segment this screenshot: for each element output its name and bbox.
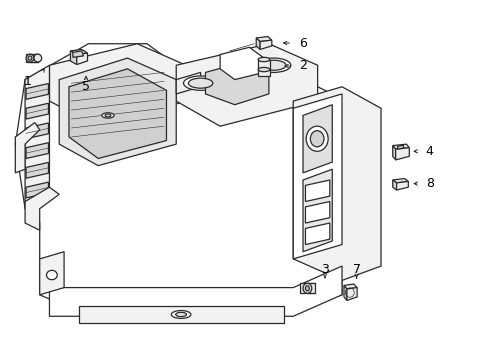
Polygon shape: [305, 202, 329, 223]
Polygon shape: [176, 44, 317, 126]
Text: 8: 8: [425, 177, 433, 190]
Polygon shape: [26, 123, 48, 139]
Ellipse shape: [303, 283, 311, 293]
Polygon shape: [303, 169, 331, 252]
Text: 1: 1: [23, 75, 31, 88]
Ellipse shape: [188, 78, 212, 88]
Polygon shape: [343, 284, 356, 289]
Ellipse shape: [28, 56, 32, 60]
Polygon shape: [205, 62, 268, 105]
Ellipse shape: [175, 312, 186, 317]
Ellipse shape: [256, 58, 290, 72]
Polygon shape: [176, 72, 200, 94]
Ellipse shape: [171, 311, 190, 319]
Polygon shape: [397, 145, 403, 149]
Polygon shape: [49, 266, 341, 316]
Polygon shape: [392, 180, 396, 190]
Ellipse shape: [102, 113, 114, 118]
Polygon shape: [70, 49, 87, 54]
Polygon shape: [26, 103, 48, 119]
Text: 5: 5: [82, 80, 90, 93]
Polygon shape: [26, 162, 48, 178]
Ellipse shape: [26, 54, 34, 62]
Polygon shape: [256, 38, 260, 49]
FancyBboxPatch shape: [258, 59, 269, 76]
Polygon shape: [49, 44, 185, 126]
Text: 6: 6: [299, 36, 306, 50]
Ellipse shape: [310, 131, 324, 147]
Polygon shape: [220, 47, 264, 80]
Polygon shape: [293, 94, 341, 259]
Polygon shape: [395, 148, 408, 160]
Polygon shape: [25, 65, 49, 209]
Polygon shape: [15, 123, 40, 173]
Text: 2: 2: [299, 59, 306, 72]
Polygon shape: [346, 288, 356, 301]
Polygon shape: [256, 37, 271, 41]
Ellipse shape: [105, 114, 111, 117]
Polygon shape: [15, 44, 375, 316]
Text: 7: 7: [352, 263, 360, 276]
Polygon shape: [25, 187, 59, 230]
Ellipse shape: [183, 76, 217, 90]
Polygon shape: [303, 105, 331, 173]
Polygon shape: [392, 179, 407, 183]
Ellipse shape: [258, 57, 269, 62]
FancyBboxPatch shape: [26, 54, 38, 62]
Text: 3: 3: [320, 263, 328, 276]
Ellipse shape: [261, 60, 285, 70]
Polygon shape: [73, 51, 83, 57]
Ellipse shape: [258, 67, 269, 72]
Polygon shape: [40, 252, 64, 295]
Polygon shape: [305, 180, 329, 202]
Ellipse shape: [34, 54, 41, 62]
Polygon shape: [79, 306, 283, 323]
Polygon shape: [26, 84, 48, 99]
Polygon shape: [396, 181, 407, 190]
Polygon shape: [293, 87, 380, 280]
FancyBboxPatch shape: [300, 283, 314, 293]
Ellipse shape: [46, 270, 57, 280]
Polygon shape: [69, 69, 166, 158]
Polygon shape: [392, 145, 395, 160]
Polygon shape: [260, 40, 271, 49]
Ellipse shape: [305, 126, 327, 151]
Polygon shape: [77, 53, 87, 64]
Polygon shape: [26, 143, 48, 158]
Polygon shape: [70, 51, 77, 64]
Polygon shape: [392, 144, 408, 149]
Polygon shape: [305, 223, 329, 244]
Polygon shape: [26, 182, 48, 198]
Polygon shape: [59, 58, 176, 166]
Polygon shape: [343, 285, 346, 301]
Ellipse shape: [305, 286, 309, 291]
Text: 4: 4: [425, 145, 433, 158]
